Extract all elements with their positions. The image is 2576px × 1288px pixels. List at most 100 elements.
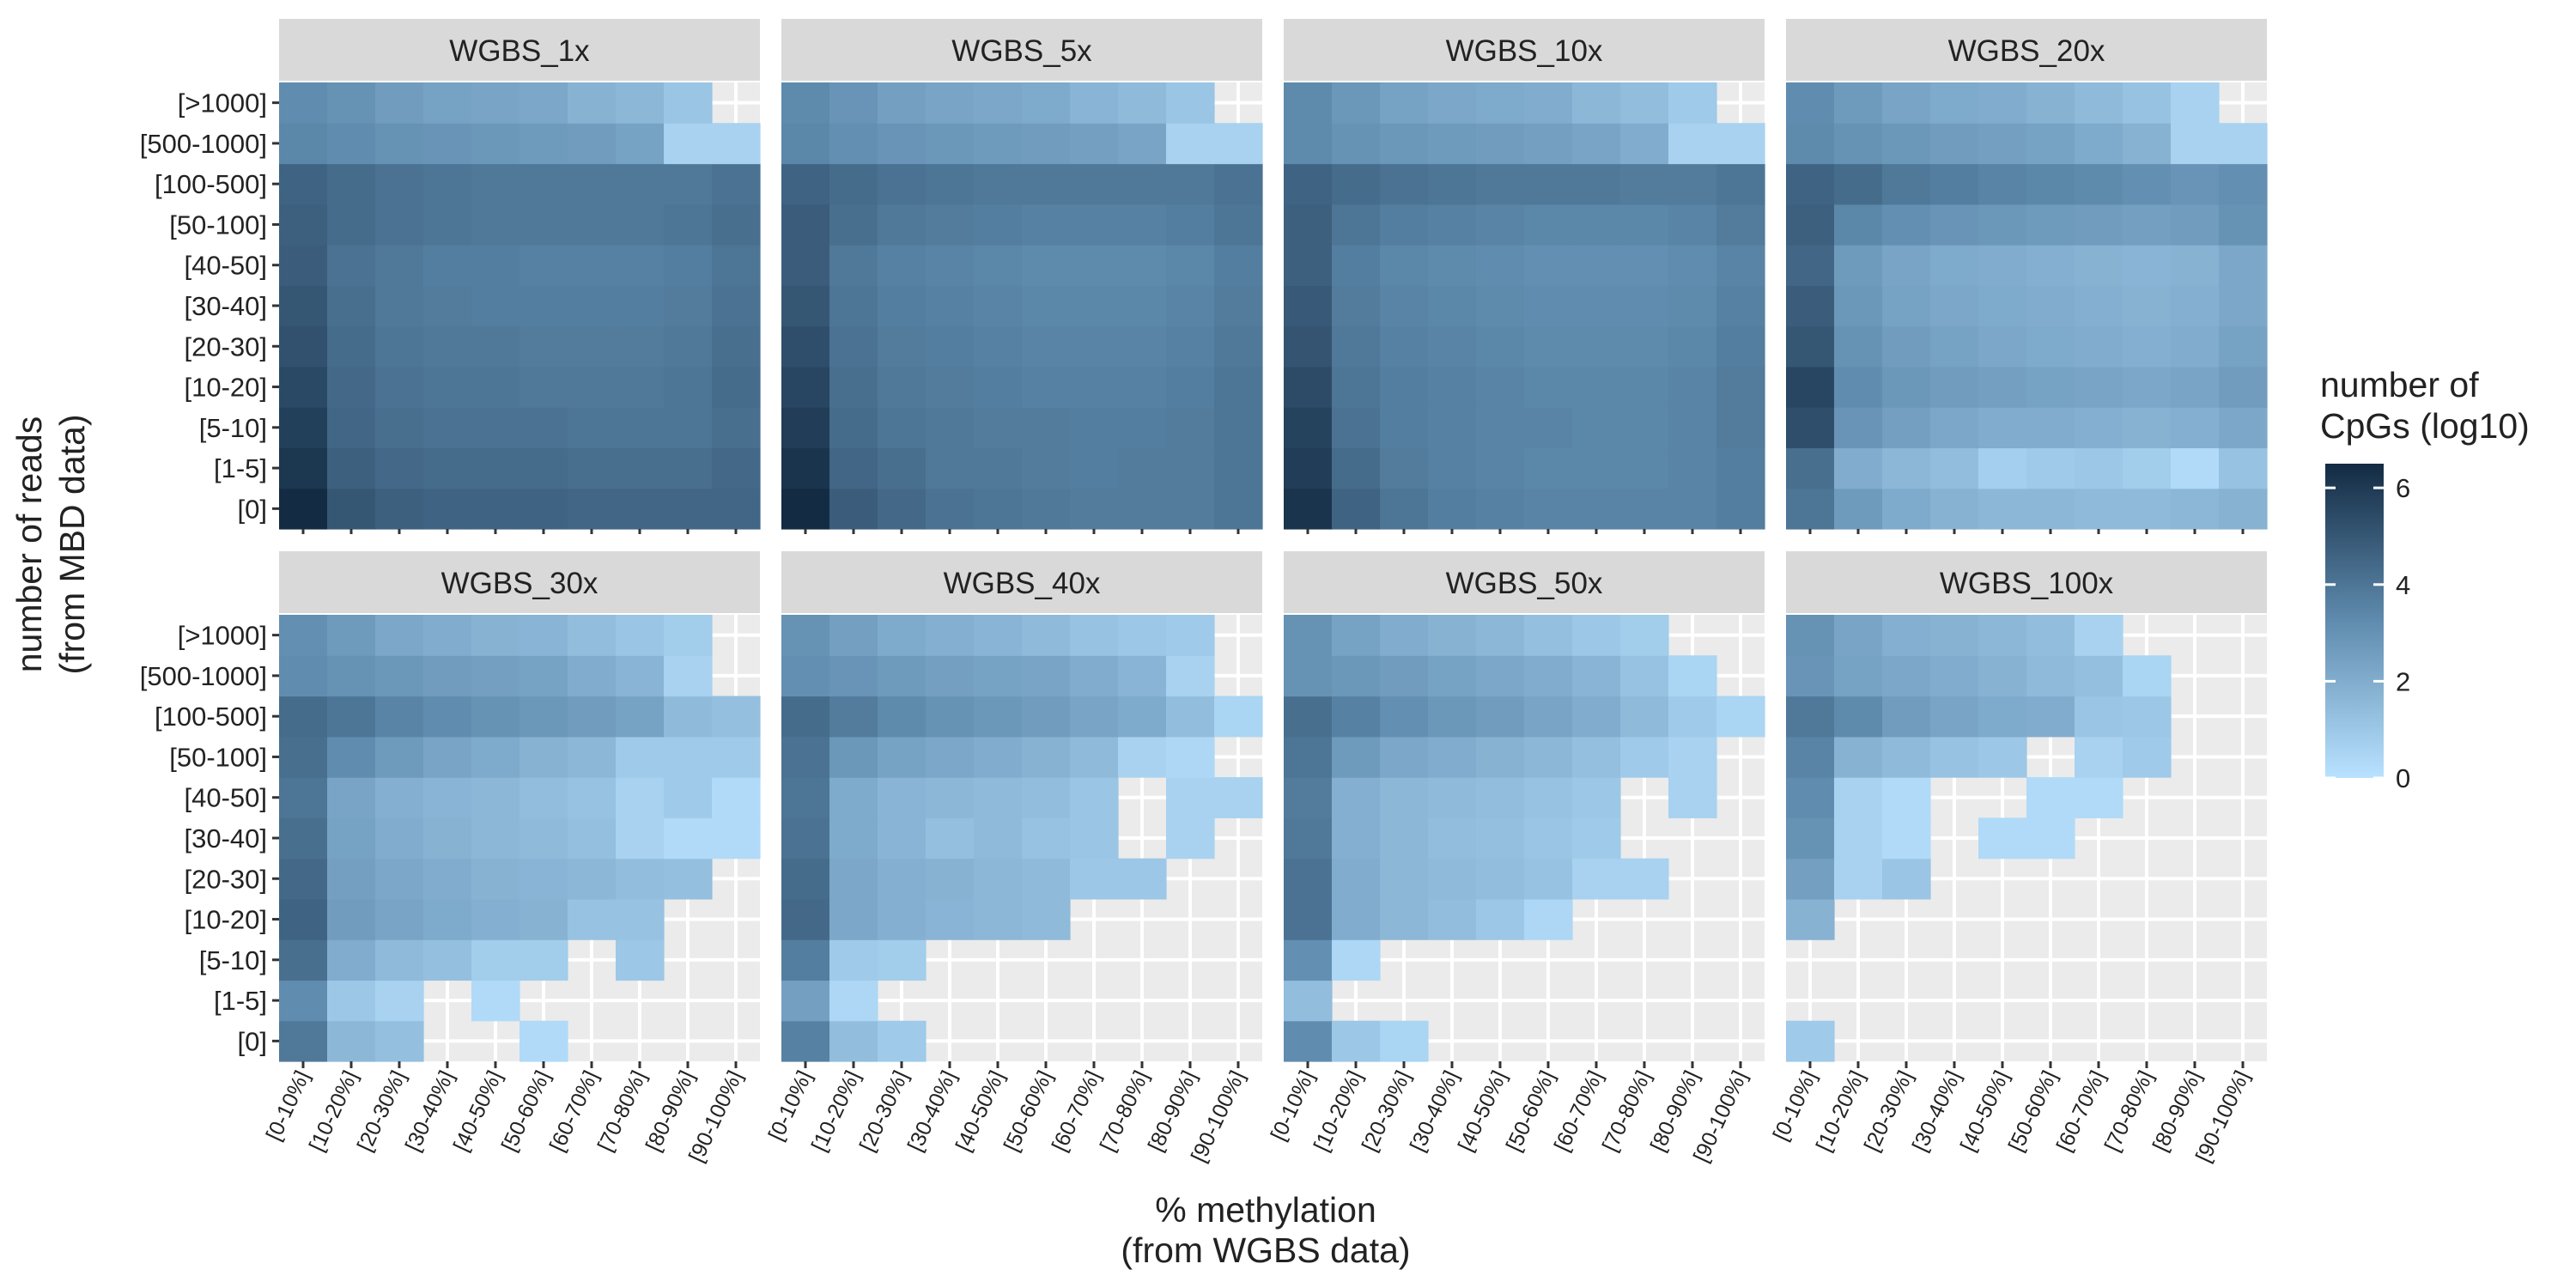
heatmap-cell bbox=[616, 325, 665, 368]
heatmap-cell bbox=[1476, 777, 1525, 818]
heatmap-cell bbox=[1166, 82, 1215, 124]
heatmap-cell bbox=[471, 615, 520, 656]
heatmap-cells bbox=[1284, 615, 1765, 1062]
heatmap-cell bbox=[829, 407, 878, 449]
heatmap-cell bbox=[2171, 163, 2220, 205]
heatmap-cell bbox=[2123, 447, 2172, 489]
heatmap-cell bbox=[568, 366, 617, 408]
heatmap-cells bbox=[1284, 82, 1765, 530]
heatmap-cell bbox=[926, 123, 975, 165]
heatmap-cell bbox=[1882, 366, 1931, 408]
heatmap-cell bbox=[1214, 123, 1263, 165]
heatmap-cell bbox=[664, 655, 713, 697]
heatmap-cell bbox=[1476, 82, 1525, 124]
heatmap-cell bbox=[471, 777, 520, 818]
heatmap-cell bbox=[1332, 325, 1381, 368]
x-axis-title-line2: (from WGBS data) bbox=[1121, 1230, 1410, 1270]
heatmap-cell bbox=[1214, 366, 1263, 408]
heatmap-cell bbox=[1428, 817, 1477, 860]
heatmap-cell bbox=[926, 736, 975, 778]
heatmap-cell bbox=[327, 407, 376, 449]
heatmap-cell bbox=[781, 817, 830, 860]
heatmap-cell bbox=[1834, 82, 1883, 124]
heatmap-cell bbox=[2123, 655, 2172, 697]
heatmap-cell bbox=[1786, 736, 1835, 778]
x-ticks bbox=[804, 529, 1240, 534]
heatmap-cell bbox=[1620, 82, 1669, 124]
heatmap-cell bbox=[2123, 488, 2172, 530]
heatmap-cell bbox=[2075, 366, 2123, 408]
heatmap-cell bbox=[664, 696, 713, 738]
x-tick-labels: [0-10%][10-20%][20-30%][30-40%][40-50%][… bbox=[1267, 1061, 1752, 1166]
heatmap-cell bbox=[375, 858, 424, 900]
heatmap-cell bbox=[926, 204, 975, 246]
heatmap-cell bbox=[974, 615, 1023, 656]
facet-label: WGBS_1x bbox=[449, 34, 590, 68]
heatmap-cell bbox=[423, 123, 472, 165]
heatmap-cell bbox=[829, 82, 878, 124]
heatmap-cell bbox=[2075, 163, 2123, 205]
heatmap-cell bbox=[1882, 163, 1931, 205]
heatmap-cell bbox=[781, 939, 830, 981]
heatmap-cell bbox=[2123, 123, 2172, 165]
heatmap-cell bbox=[1668, 407, 1717, 449]
heatmap-cell bbox=[423, 858, 472, 900]
heatmap-cell bbox=[1380, 163, 1429, 205]
heatmap-cell bbox=[1572, 245, 1621, 286]
panels-layer: WGBS_1x [0] [1-5] [5-10] [10-20] [20-30] [30-4… bbox=[140, 19, 2268, 1166]
heatmap-cell bbox=[2171, 204, 2220, 246]
heatmap-cell bbox=[1166, 407, 1215, 449]
heatmap-cell bbox=[2171, 82, 2220, 124]
facet-panel: WGBS_50x [0-10%][10-20%][20-30%][30-40%][… bbox=[1267, 551, 1765, 1166]
heatmap-cell bbox=[375, 82, 424, 124]
heatmap-cell bbox=[1930, 488, 1979, 530]
heatmap-cell bbox=[1930, 736, 1979, 778]
heatmap-cell bbox=[1284, 817, 1333, 860]
heatmap-cell bbox=[829, 488, 878, 530]
y-tick-label: [10-20] bbox=[184, 373, 267, 403]
heatmap-cell bbox=[519, 939, 568, 981]
heatmap-cell bbox=[1882, 82, 1931, 124]
heatmap-cell bbox=[327, 898, 376, 940]
heatmap-cell bbox=[1668, 325, 1717, 368]
heatmap-cell bbox=[279, 123, 328, 165]
heatmap-cell bbox=[829, 817, 878, 860]
heatmap-cell bbox=[1668, 123, 1717, 165]
heatmap-cell bbox=[1070, 777, 1119, 818]
heatmap-cell bbox=[375, 939, 424, 981]
heatmap-cell bbox=[1476, 123, 1525, 165]
heatmap-cell bbox=[568, 407, 617, 449]
heatmap-cell bbox=[1118, 655, 1167, 697]
heatmap-cell bbox=[1166, 285, 1215, 327]
heatmap-cell bbox=[1118, 858, 1167, 900]
heatmap-cell bbox=[1214, 777, 1263, 818]
heatmap-cell bbox=[1284, 858, 1333, 900]
heatmap-cell bbox=[423, 898, 472, 940]
heatmap-cell bbox=[1524, 696, 1573, 738]
heatmap-cell bbox=[423, 366, 472, 408]
heatmap-cell bbox=[1284, 285, 1333, 327]
heatmap-cell bbox=[375, 898, 424, 940]
heatmap-cell bbox=[2075, 655, 2123, 697]
heatmap-cell bbox=[664, 325, 713, 368]
heatmap-cell bbox=[616, 204, 665, 246]
heatmap-cell bbox=[616, 777, 665, 818]
heatmap-cell bbox=[471, 407, 520, 449]
heatmap-cell bbox=[1332, 817, 1381, 860]
heatmap-cell bbox=[1572, 204, 1621, 246]
heatmap-cell bbox=[1786, 817, 1835, 860]
heatmap-cell bbox=[279, 777, 328, 818]
heatmap-cell bbox=[519, 285, 568, 327]
y-tick-label: [40-50] bbox=[184, 783, 267, 813]
heatmap-cell bbox=[2123, 325, 2172, 368]
heatmap-cell bbox=[616, 615, 665, 656]
heatmap-cell bbox=[1166, 696, 1215, 738]
heatmap-cell bbox=[926, 898, 975, 940]
heatmap-cell bbox=[1476, 615, 1525, 656]
heatmap-cell bbox=[1428, 858, 1477, 900]
heatmap-cell bbox=[1620, 407, 1669, 449]
heatmap-cell bbox=[1022, 858, 1071, 900]
heatmap-cell bbox=[1572, 858, 1621, 900]
heatmap-cell bbox=[926, 447, 975, 489]
heatmap-cell bbox=[1834, 858, 1883, 900]
